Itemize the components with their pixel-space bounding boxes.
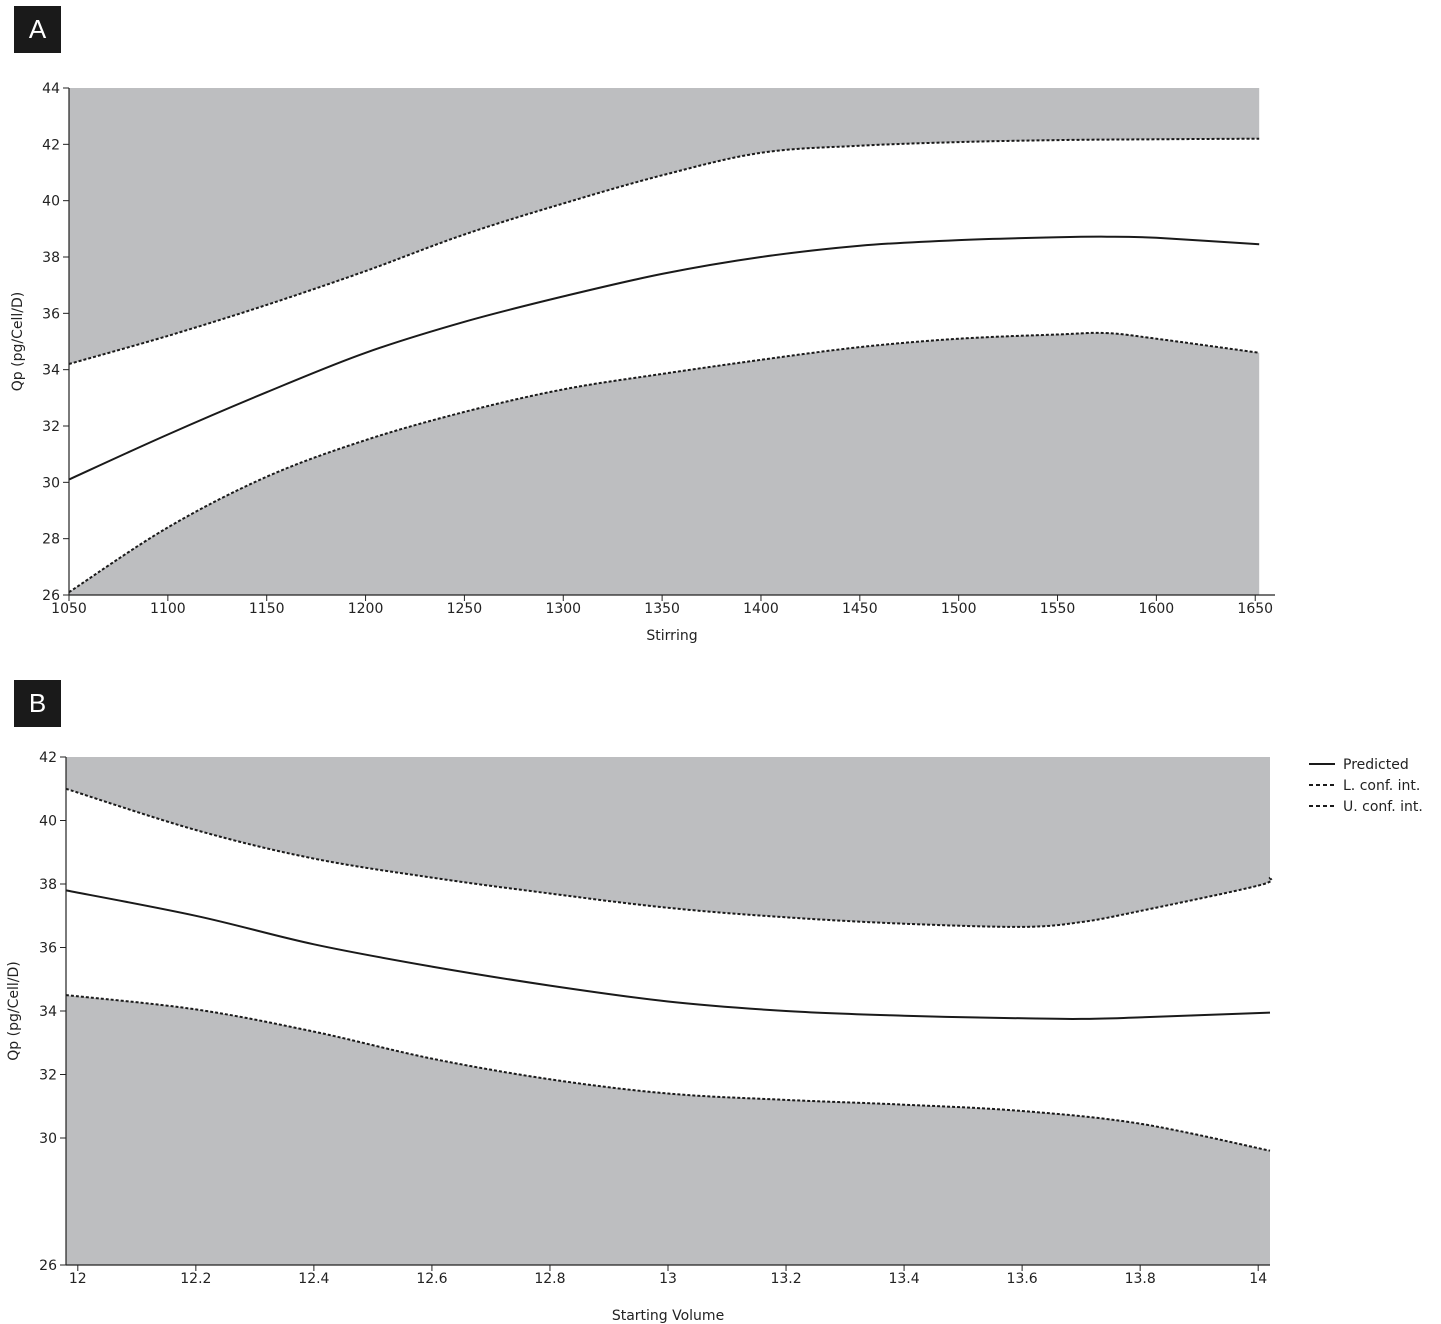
x-tick-label: 1400 <box>743 601 779 617</box>
panel-label-a: A <box>14 6 61 53</box>
y-tick-label: 36 <box>42 306 60 322</box>
x-tick-label: 1650 <box>1237 601 1273 617</box>
x-tick-label: 13.2 <box>770 1271 801 1287</box>
upper-shaded-region <box>66 757 1272 927</box>
x-tick-label: 12.8 <box>534 1271 565 1287</box>
series-line-l-conf-int <box>65 994 1271 1152</box>
x-tick-label: 12.2 <box>180 1271 211 1287</box>
y-tick-label: 28 <box>42 532 60 548</box>
y-tick-label: 38 <box>39 877 57 893</box>
x-tick-label: 1450 <box>842 601 878 617</box>
y-tick-label: 36 <box>39 941 57 957</box>
x-tick-label: 1050 <box>51 601 87 617</box>
y-tick-label: 40 <box>42 194 60 210</box>
y-tick-label: 40 <box>39 814 57 830</box>
x-tick-label: 1350 <box>644 601 680 617</box>
series-line-u-conf-int <box>68 137 1260 365</box>
x-tick-label: 1150 <box>249 601 285 617</box>
x-tick-label: 1300 <box>545 601 581 617</box>
legend-label: U. conf. int. <box>1343 799 1423 815</box>
y-tick-label: 42 <box>39 750 57 766</box>
chart-panel-a: 1050 1100 1150 1200 1250 1300 1350 1400 1450 1500… <box>10 81 1275 644</box>
y-tick-label: 42 <box>42 137 60 153</box>
y-tick-label: 44 <box>42 81 60 97</box>
x-tick-label: 14 <box>1249 1271 1267 1287</box>
x-tick-label: 12.4 <box>298 1271 329 1287</box>
x-tick-label: 13 <box>659 1271 677 1287</box>
x-tick-label: 1550 <box>1040 601 1076 617</box>
y-axis-title: Qp (pg/Cell/D) <box>6 961 22 1060</box>
x-tick-label: 1500 <box>941 601 977 617</box>
y-tick-label: 30 <box>39 1131 57 1147</box>
series-line-predicted <box>65 889 1271 1020</box>
y-tick-label: 32 <box>39 1068 57 1084</box>
y-tick-label: 26 <box>42 588 60 604</box>
x-axis-title: Starting Volume <box>612 1308 724 1324</box>
series-line-u-conf-int <box>65 787 1273 928</box>
upper-shaded-region <box>69 88 1260 364</box>
legend: Predicted L. conf. int. U. conf. int. <box>1309 757 1423 815</box>
x-tick-label: 1600 <box>1139 601 1175 617</box>
x-axis-title: Stirring <box>646 628 697 644</box>
chart-panel-b: 12 12.2 12.4 12.6 12.8 13 13.2 13.4 13.6 13.8 14 26… <box>6 750 1273 1324</box>
legend-label: Predicted <box>1343 757 1409 773</box>
y-axis-title: Qp (pg/Cell/D) <box>10 292 26 391</box>
x-tick-label: 13.4 <box>888 1271 919 1287</box>
x-tick-label: 13.8 <box>1125 1271 1156 1287</box>
lower-shaded-region <box>69 332 1260 595</box>
panel-label-b: B <box>14 680 61 727</box>
x-tick-label: 1100 <box>150 601 186 617</box>
x-tick-label: 12 <box>69 1271 87 1287</box>
y-tick-label: 34 <box>39 1004 57 1020</box>
legend-label: L. conf. int. <box>1343 778 1420 794</box>
series-line-predicted <box>68 235 1260 481</box>
lower-shaded-region <box>66 995 1270 1265</box>
x-tick-label: 1200 <box>348 601 384 617</box>
y-tick-label: 30 <box>42 475 60 491</box>
y-tick-label: 38 <box>42 250 60 266</box>
y-tick-label: 32 <box>42 419 60 435</box>
x-tick-label: 1250 <box>447 601 483 617</box>
series-line-l-conf-int <box>68 331 1260 594</box>
y-tick-label: 34 <box>42 363 60 379</box>
x-tick-label: 12.6 <box>416 1271 447 1287</box>
y-tick-label: 26 <box>39 1258 57 1274</box>
x-tick-label: 13.6 <box>1007 1271 1038 1287</box>
